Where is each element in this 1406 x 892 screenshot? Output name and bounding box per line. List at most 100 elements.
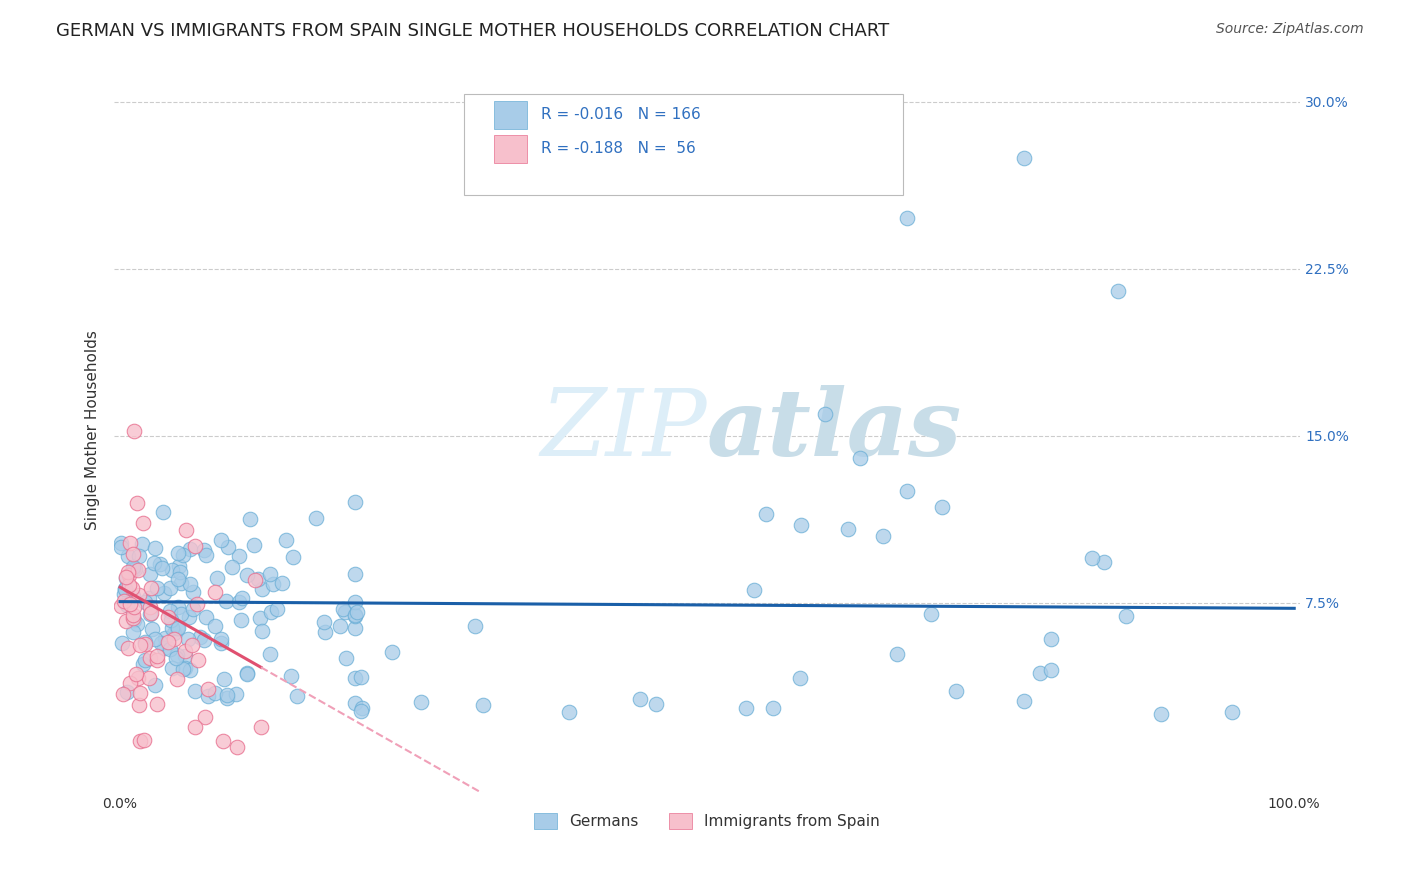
- Point: [945, 683, 967, 698]
- Point: [742, 582, 765, 597]
- Point: [166, 600, 188, 615]
- Point: [215, 691, 238, 706]
- Point: [159, 641, 181, 656]
- Point: [118, 568, 141, 582]
- Point: [1081, 551, 1104, 566]
- Point: [789, 671, 811, 685]
- Point: [129, 686, 152, 700]
- Text: GERMAN VS IMMIGRANTS FROM SPAIN SINGLE MOTHER HOUSEHOLDS CORRELATION CHART: GERMAN VS IMMIGRANTS FROM SPAIN SINGLE M…: [56, 22, 890, 40]
- Point: [193, 633, 215, 648]
- Point: [149, 635, 172, 649]
- Point: [349, 670, 371, 684]
- Point: [134, 653, 156, 667]
- Point: [172, 548, 194, 562]
- Point: [558, 706, 581, 720]
- Point: [122, 614, 145, 628]
- Point: [188, 630, 211, 644]
- Point: [343, 595, 366, 609]
- Point: [184, 683, 207, 698]
- Point: [122, 561, 145, 575]
- Point: [184, 720, 207, 734]
- Point: [761, 700, 783, 714]
- Point: [131, 537, 153, 551]
- Point: [464, 619, 486, 633]
- Point: [170, 575, 193, 590]
- Point: [139, 567, 162, 582]
- Point: [205, 571, 228, 585]
- Point: [163, 626, 186, 640]
- Point: [243, 538, 266, 552]
- Point: [250, 624, 273, 638]
- Point: [134, 595, 156, 609]
- Point: [174, 523, 197, 537]
- Point: [246, 573, 269, 587]
- Point: [209, 636, 232, 650]
- Text: Source: ZipAtlas.com: Source: ZipAtlas.com: [1216, 22, 1364, 37]
- Legend: Germans, Immigrants from Spain: Germans, Immigrants from Spain: [529, 806, 886, 835]
- Point: [166, 672, 188, 686]
- Point: [1094, 555, 1116, 569]
- Point: [343, 494, 366, 508]
- Point: [249, 611, 271, 625]
- Point: [162, 621, 184, 635]
- Text: R = -0.188   N =  56: R = -0.188 N = 56: [541, 141, 696, 156]
- Point: [837, 522, 859, 536]
- Point: [1220, 705, 1243, 719]
- FancyBboxPatch shape: [464, 94, 903, 195]
- Point: [169, 558, 191, 573]
- Point: [250, 720, 273, 734]
- Point: [112, 686, 135, 700]
- Point: [118, 590, 141, 604]
- Point: [145, 541, 167, 556]
- Point: [165, 651, 187, 665]
- Point: [173, 643, 195, 657]
- Point: [162, 563, 184, 577]
- Point: [181, 585, 204, 599]
- Point: [872, 529, 894, 543]
- Point: [886, 648, 908, 662]
- Point: [896, 211, 918, 225]
- Text: atlas: atlas: [707, 385, 962, 475]
- Point: [112, 587, 135, 601]
- Point: [122, 599, 145, 614]
- Point: [174, 661, 197, 675]
- Point: [335, 605, 357, 619]
- Point: [343, 696, 366, 710]
- Point: [231, 591, 253, 605]
- Point: [1115, 609, 1137, 624]
- Point: [212, 672, 235, 686]
- Point: [125, 667, 148, 681]
- Point: [152, 505, 174, 519]
- Point: [181, 602, 204, 616]
- Point: [243, 574, 266, 588]
- Point: [150, 560, 173, 574]
- Point: [236, 667, 259, 681]
- Point: [896, 484, 918, 499]
- Point: [228, 594, 250, 608]
- Point: [138, 591, 160, 606]
- Point: [167, 546, 190, 560]
- Point: [153, 641, 176, 656]
- Point: [132, 516, 155, 531]
- FancyBboxPatch shape: [494, 135, 527, 162]
- Text: R = -0.016   N = 166: R = -0.016 N = 166: [541, 107, 700, 122]
- Point: [259, 566, 281, 581]
- Point: [236, 666, 259, 681]
- Point: [179, 610, 201, 624]
- Point: [122, 611, 145, 625]
- Point: [195, 609, 218, 624]
- Point: [139, 651, 162, 665]
- Point: [285, 690, 308, 704]
- Point: [170, 607, 193, 621]
- Point: [160, 660, 183, 674]
- Point: [214, 594, 236, 608]
- Point: [849, 451, 872, 466]
- Point: [305, 510, 328, 524]
- Point: [157, 634, 180, 648]
- Point: [128, 549, 150, 563]
- Point: [281, 549, 304, 564]
- Point: [121, 607, 143, 622]
- Point: [217, 540, 239, 554]
- Point: [128, 589, 150, 603]
- Point: [790, 517, 813, 532]
